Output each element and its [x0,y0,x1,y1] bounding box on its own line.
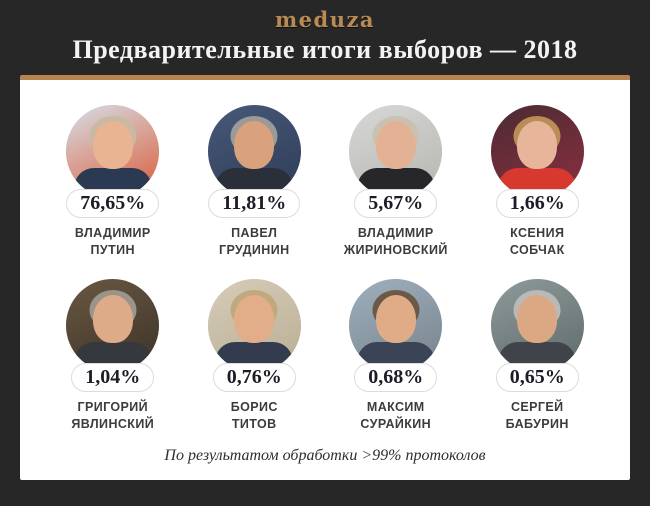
candidate-name: БОРИС ТИТОВ [231,399,278,433]
candidate-photo [207,105,301,198]
photo-face [517,294,558,343]
candidate-card-titov: 0,76% БОРИС ТИТОВ [184,278,326,433]
candidate-card-grudinin: 11,81% ПАВЕЛ ГРУДИНИН [184,105,326,259]
candidate-card-putin: 76,65% ВЛАДИМИР ПУТИН [42,105,184,259]
candidate-card-sobchak: 1,66% КСЕНИЯ СОБЧАК [467,105,609,259]
name-line-1: СЕРГЕЙ [510,399,564,414]
name-line-1: ВЛАДИМИР [357,226,434,240]
percent-badge: 0,65% [495,362,579,392]
candidate-card-yavlinsky: 1,04% ГРИГОРИЙ ЯВЛИНСКИЙ [42,278,184,433]
photo-face [375,121,416,169]
percent-badge: 1,66% [495,189,579,218]
candidate-name: ПАВЕЛ ГРУДИНИН [219,225,290,259]
candidate-card-baburin: 0,65% СЕРГЕЙ БАБУРИН [467,278,609,433]
name-line-1: МАКСИМ [366,399,425,414]
percent-badge: 0,68% [354,362,438,392]
photo-face [92,294,133,343]
percent-badge: 5,67% [354,189,438,218]
candidate-photo [490,105,584,198]
photo-face [234,121,275,169]
photo-face [517,121,558,169]
meduza-logo: meduza [274,7,376,32]
name-line-2: ПУТИН [90,242,135,257]
name-line-1: ПАВЕЛ [231,226,278,240]
photo-face [375,294,416,343]
name-line-2: ЯВЛИНСКИЙ [71,416,155,431]
name-line-2: ТИТОВ [231,416,277,431]
percent-badge: 11,81% [208,189,301,218]
percent-badge: 1,04% [71,362,155,392]
candidate-name: МАКСИМ СУРАЙКИН [360,399,431,433]
name-line-1: ГРИГОРИЙ [77,399,149,414]
candidate-photo [349,278,443,372]
page-title: Предварительные итоги выборов — 2018 [72,35,578,64]
candidate-card-suraykin: 0,68% МАКСИМ СУРАЙКИН [325,278,467,433]
photo-face [92,121,133,169]
candidates-grid: 76,65% ВЛАДИМИР ПУТИН 11,81% ПАВЕЛ ГРУДИ… [20,80,630,433]
percent-badge: 76,65% [66,189,160,218]
name-line-1: ВЛАДИМИР [74,226,151,240]
name-line-2: ЖИРИНОВСКИЙ [343,242,448,257]
candidate-photo [349,105,443,198]
candidate-card-zhirinovsky: 5,67% ВЛАДИМИР ЖИРИНОВСКИЙ [325,105,467,259]
name-line-1: БОРИС [230,399,278,414]
name-line-2: СОБЧАК [509,242,565,257]
protocols-footnote: По результатом обработки >99% протоколов [164,447,486,464]
photo-face [234,294,275,343]
results-card: 76,65% ВЛАДИМИР ПУТИН 11,81% ПАВЕЛ ГРУДИ… [20,75,630,480]
candidate-name: КСЕНИЯ СОБЧАК [510,225,565,259]
name-line-2: СУРАЙКИН [360,416,432,431]
percent-badge: 0,76% [212,362,296,392]
candidate-name: ГРИГОРИЙ ЯВЛИНСКИЙ [71,399,154,433]
name-line-2: ГРУДИНИН [218,242,290,257]
name-line-2: БАБУРИН [505,416,569,431]
candidate-photo [490,278,584,372]
name-line-1: КСЕНИЯ [510,226,565,240]
candidate-name: ВЛАДИМИР ПУТИН [75,225,151,259]
candidate-name: ВЛАДИМИР ЖИРИНОВСКИЙ [344,225,448,259]
candidate-name: СЕРГЕЙ БАБУРИН [506,399,569,433]
candidate-photo [66,278,160,372]
candidate-photo [66,105,160,198]
candidate-photo [207,278,301,372]
